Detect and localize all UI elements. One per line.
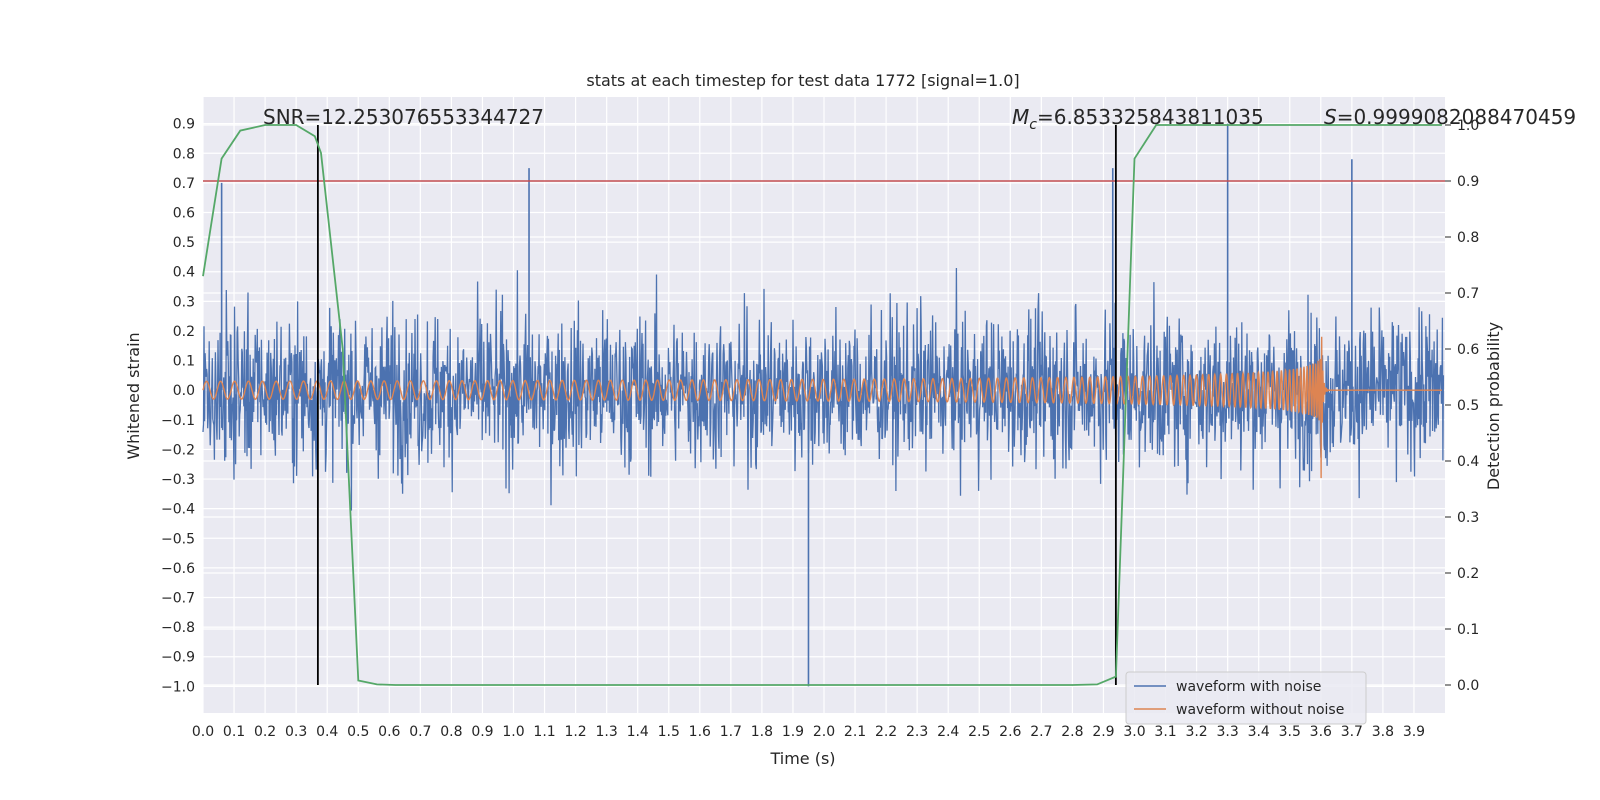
x-tick-label: 3.3 <box>1217 724 1239 740</box>
y-axis-right-label: Detection probability <box>1484 322 1503 490</box>
y-right-tick-label: 0.3 <box>1457 510 1479 526</box>
x-tick-label: 3.8 <box>1372 724 1394 740</box>
waveform-with-noise-series <box>202 123 1445 687</box>
y-tick-label: −1.0 <box>161 679 195 695</box>
x-tick-label: 2.8 <box>1061 724 1083 740</box>
y-tick-label: 0.9 <box>173 117 195 133</box>
legend-label-clean: waveform without noise <box>1176 702 1344 718</box>
x-tick-label: 0.8 <box>440 724 462 740</box>
y-axis-label: Whitened strain <box>124 332 143 459</box>
x-tick-label: 2.1 <box>844 724 866 740</box>
x-tick-label: 2.3 <box>906 724 928 740</box>
y-right-tick-label: 0.1 <box>1457 622 1479 638</box>
waveform-without-noise-series <box>202 336 1442 479</box>
x-tick-label: 1.0 <box>502 724 524 740</box>
chart-title: stats at each timestep for test data 177… <box>586 71 1019 90</box>
x-tick-label: 0.3 <box>285 724 307 740</box>
y-tick-label: 0.1 <box>173 354 195 370</box>
legend: waveform with noise waveform without noi… <box>1125 671 1367 725</box>
y-tick-label: −0.6 <box>161 561 195 577</box>
x-tick-label: 1.7 <box>720 724 742 740</box>
x-tick-label: 0.1 <box>223 724 245 740</box>
x-tick-label: 0.9 <box>471 724 493 740</box>
y-right-tick-label: 0.0 <box>1457 678 1479 694</box>
x-tick-label: 1.3 <box>596 724 618 740</box>
y-tick-label: 0.6 <box>173 206 195 222</box>
x-tick-label: 0.2 <box>254 724 276 740</box>
x-tick-label: 0.0 <box>192 724 214 740</box>
x-tick-label: 1.8 <box>751 724 773 740</box>
y-tick-label: −0.8 <box>161 620 195 636</box>
waveform-without-noise-line <box>202 336 1442 479</box>
x-tick-label: 3.0 <box>1123 724 1145 740</box>
x-tick-label: 1.9 <box>782 724 804 740</box>
x-tick-label: 2.6 <box>999 724 1021 740</box>
x-tick-label: 0.5 <box>347 724 369 740</box>
x-axis-label: Time (s) <box>769 749 835 768</box>
x-tick-label: 1.4 <box>627 724 649 740</box>
y-right-tick-label: 1.0 <box>1457 118 1479 134</box>
x-tick-label: 1.2 <box>564 724 586 740</box>
x-tick-label: 3.4 <box>1248 724 1270 740</box>
y-tick-label: −0.3 <box>161 472 195 488</box>
y-right-tick-label: 0.4 <box>1457 454 1479 470</box>
x-tick-label: 2.5 <box>968 724 990 740</box>
x-tick-label: 2.0 <box>813 724 835 740</box>
x-tick-label: 1.5 <box>658 724 680 740</box>
legend-label-noisy: waveform with noise <box>1176 679 1321 695</box>
y-tick-label: −0.7 <box>161 591 195 607</box>
x-tick-label: 3.9 <box>1403 724 1425 740</box>
x-tick-label: 2.7 <box>1030 724 1052 740</box>
y-tick-label: 0.8 <box>173 146 195 162</box>
y-tick-label: −0.2 <box>161 442 195 458</box>
x-tick-label: 2.4 <box>937 724 959 740</box>
y-right-tick-label: 0.5 <box>1457 398 1479 414</box>
y-tick-label: 0.5 <box>173 235 195 251</box>
x-tick-label: 3.7 <box>1341 724 1363 740</box>
chirp-mass-annotation: Mc=6.853325843811035 <box>1012 105 1264 133</box>
snr-annotation: SNR=12.253076553344727 <box>263 105 544 129</box>
x-tick-label: 3.1 <box>1154 724 1176 740</box>
y-tick-label: 0.2 <box>173 324 195 340</box>
y-right-tick-label: 0.8 <box>1457 230 1479 246</box>
y-axis-left-ticks: 0.9 0.8 0.7 0.6 0.5 0.4 0.3 0.2 0.1 0.0 −0.1 −0.2 −0… <box>161 117 195 696</box>
x-tick-label: 0.7 <box>409 724 431 740</box>
x-tick-label: 2.2 <box>875 724 897 740</box>
y-tick-label: 0.7 <box>173 176 195 192</box>
waveform-with-noise-line <box>202 267 1445 511</box>
x-axis-ticks: 0.0 0.1 0.2 0.3 0.4 0.5 0.6 0.7 0.8 0.9 1.0 1.1 1.2 1… <box>192 724 1425 740</box>
y-right-tick-label: 0.2 <box>1457 566 1479 582</box>
y-axis-right-ticks: 1.0 0.9 0.8 0.7 0.6 0.5 0.4 0.3 0.2 0.1 0.0 <box>1445 118 1479 694</box>
y-tick-label: −0.9 <box>161 650 195 666</box>
overlays <box>202 124 1445 686</box>
legend-box <box>1125 671 1367 725</box>
y-tick-label: −0.5 <box>161 531 195 547</box>
x-tick-label: 3.2 <box>1185 724 1207 740</box>
significance-annotation: S=0.9999082088470459 <box>1324 105 1576 129</box>
y-tick-label: 0.3 <box>173 294 195 310</box>
x-tick-label: 3.6 <box>1310 724 1332 740</box>
y-right-tick-label: 0.7 <box>1457 286 1479 302</box>
x-tick-label: 3.5 <box>1279 724 1301 740</box>
x-tick-label: 0.4 <box>316 724 338 740</box>
x-tick-label: 1.6 <box>689 724 711 740</box>
x-tick-label: 2.9 <box>1092 724 1114 740</box>
x-tick-label: 0.6 <box>378 724 400 740</box>
y-tick-label: −0.4 <box>161 502 195 518</box>
y-tick-label: −0.1 <box>161 413 195 429</box>
y-tick-label: 0.4 <box>173 265 195 281</box>
y-right-tick-label: 0.9 <box>1457 174 1479 190</box>
x-tick-label: 1.1 <box>533 724 555 740</box>
detection-probability-line <box>202 124 1442 686</box>
y-tick-label: 0.0 <box>173 383 195 399</box>
y-right-tick-label: 0.6 <box>1457 342 1479 358</box>
